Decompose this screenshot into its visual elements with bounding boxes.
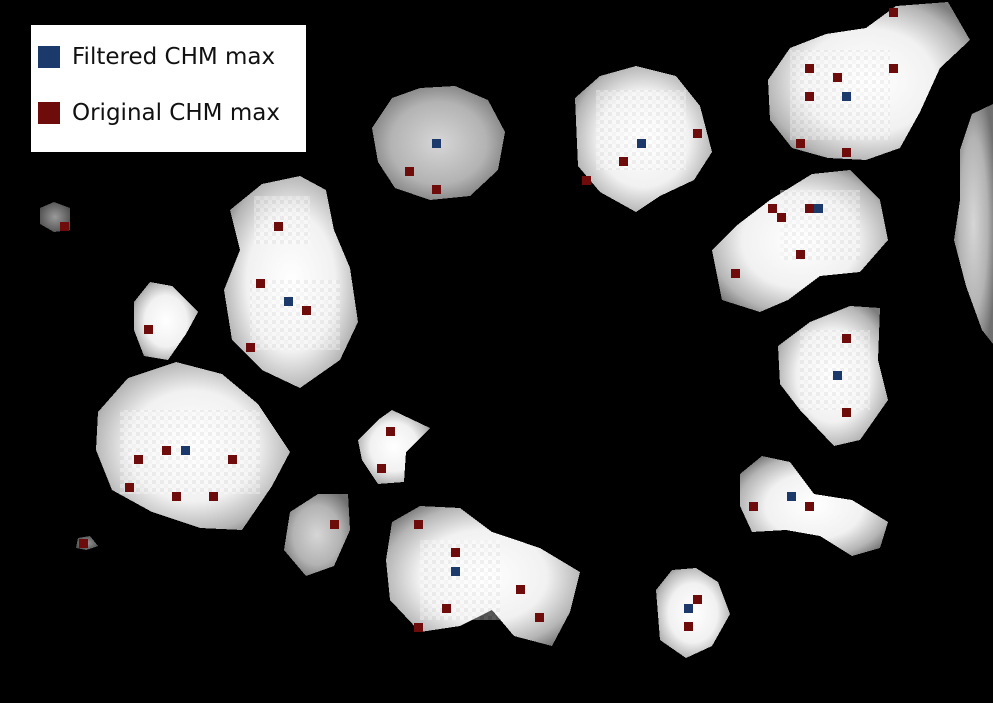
original-max-marker xyxy=(79,539,88,548)
original-max-marker xyxy=(582,176,591,185)
original-max-marker xyxy=(842,148,851,157)
original-max-marker xyxy=(693,129,702,138)
original-chm-max-markers xyxy=(60,8,898,632)
original-max-marker xyxy=(796,250,805,259)
original-max-marker xyxy=(805,502,814,511)
original-max-marker xyxy=(805,204,814,213)
original-max-marker xyxy=(256,279,265,288)
original-max-marker xyxy=(842,408,851,417)
filtered-chm-max-markers xyxy=(181,92,851,613)
original-max-marker xyxy=(768,204,777,213)
original-max-marker xyxy=(693,595,702,604)
filtered-max-marker xyxy=(181,446,190,455)
original-max-marker xyxy=(805,64,814,73)
filtered-max-marker xyxy=(787,492,796,501)
original-max-marker xyxy=(535,613,544,622)
filtered-max-marker xyxy=(432,139,441,148)
original-max-marker xyxy=(731,269,740,278)
original-max-marker xyxy=(302,306,311,315)
original-max-marker xyxy=(228,455,237,464)
original-max-marker xyxy=(619,157,628,166)
original-max-marker xyxy=(889,64,898,73)
original-max-marker xyxy=(60,222,69,231)
legend-item-original: Original CHM max xyxy=(31,100,280,126)
filtered-max-marker xyxy=(842,92,851,101)
original-max-marker xyxy=(414,520,423,529)
original-max-marker xyxy=(805,92,814,101)
filtered-max-marker xyxy=(814,204,823,213)
tree-crown xyxy=(954,104,993,344)
original-max-marker xyxy=(833,73,842,82)
original-max-marker xyxy=(451,548,460,557)
original-swatch xyxy=(38,102,60,124)
filtered-max-marker xyxy=(284,297,293,306)
filtered-max-marker xyxy=(833,371,842,380)
original-max-marker xyxy=(172,492,181,501)
original-max-marker xyxy=(796,139,805,148)
original-max-marker xyxy=(842,334,851,343)
original-max-marker xyxy=(749,502,758,511)
original-max-marker xyxy=(377,464,386,473)
legend-label-original: Original CHM max xyxy=(72,100,280,126)
original-max-marker xyxy=(405,167,414,176)
legend: Filtered CHM max Original CHM max xyxy=(31,25,306,152)
filtered-max-marker xyxy=(637,139,646,148)
original-max-marker xyxy=(209,492,218,501)
filtered-max-marker xyxy=(684,604,693,613)
original-max-marker xyxy=(414,623,423,632)
tree-crown xyxy=(284,494,350,576)
original-max-marker xyxy=(144,325,153,334)
original-max-marker xyxy=(125,483,134,492)
original-max-marker xyxy=(246,343,255,352)
original-max-marker xyxy=(330,520,339,529)
original-max-marker xyxy=(684,622,693,631)
original-max-marker xyxy=(442,604,451,613)
original-max-marker xyxy=(274,222,283,231)
original-max-marker xyxy=(134,455,143,464)
tree-crown xyxy=(358,410,430,484)
original-max-marker xyxy=(386,427,395,436)
original-max-marker xyxy=(889,8,898,17)
filtered-max-marker xyxy=(451,567,460,576)
original-max-marker xyxy=(777,213,786,222)
filtered-swatch xyxy=(38,46,60,68)
tree-crown xyxy=(134,282,198,360)
original-max-marker xyxy=(432,185,441,194)
original-max-marker xyxy=(516,585,525,594)
legend-label-filtered: Filtered CHM max xyxy=(72,44,276,70)
original-max-marker xyxy=(162,446,171,455)
legend-item-filtered: Filtered CHM max xyxy=(31,44,275,70)
